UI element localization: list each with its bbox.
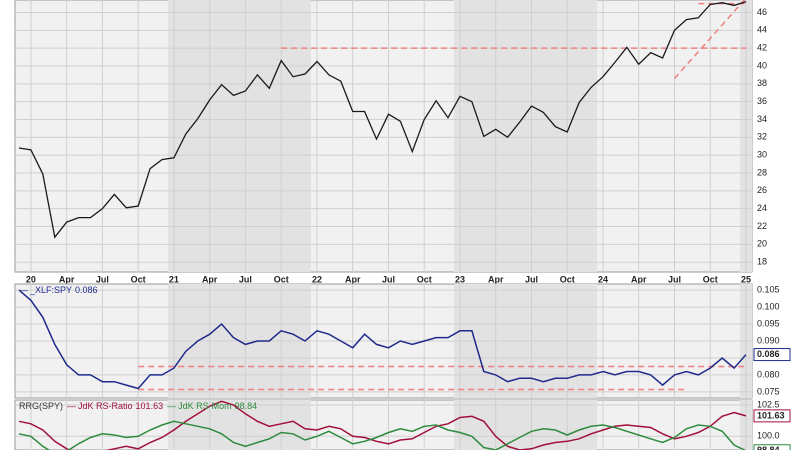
y-tick-label: 24 [757, 203, 767, 213]
x-tick-label: Jul [668, 274, 681, 284]
x-tick-label: Oct [560, 274, 575, 284]
x-tick-label: Apr [631, 274, 647, 284]
y-tick-label: 44 [757, 25, 767, 35]
x-tick-label: Apr [202, 274, 218, 284]
legend-name: JdK RS-Ratio [78, 401, 133, 411]
x-tick-label: Jul [525, 274, 538, 284]
y-tick-label: 18 [757, 257, 767, 267]
legend-swatch: — [167, 401, 176, 411]
y-tick-label: 0.105 [757, 284, 780, 294]
series-line [18, 420, 747, 450]
legend-title: RRG(SPY) [19, 401, 63, 411]
x-tick-label: Jul [239, 274, 252, 284]
legend: — _XLF:SPY 0.086 [19, 285, 98, 295]
y-tick-label: 32 [757, 132, 767, 142]
y-tick-label: 38 [757, 78, 767, 88]
y-tick-label: 42 [757, 43, 767, 53]
x-tick-label: Oct [417, 274, 432, 284]
value-box [753, 409, 791, 423]
x-tick-label: 21 [169, 274, 179, 284]
legend-value: 0.086 [75, 285, 98, 295]
y-tick-label: 28 [757, 167, 767, 177]
y-tick-label: 100.0 [757, 431, 780, 441]
y-tick-label: 40 [757, 60, 767, 70]
x-tick-label: Jul [96, 274, 109, 284]
y-tick-label: 0.100 [757, 301, 780, 311]
series-line [18, 289, 747, 390]
x-tick-label: Oct [274, 274, 289, 284]
legend-value: 101.63 [136, 401, 164, 411]
y-tick-label: 0.090 [757, 335, 780, 345]
legend-swatch: — [67, 401, 76, 411]
x-tick-label: Apr [488, 274, 504, 284]
y-tick-label: 0.080 [757, 369, 780, 379]
y-tick-label: 20 [757, 239, 767, 249]
x-tick-label: Jul [382, 274, 395, 284]
x-tick-label: Oct [131, 274, 146, 284]
value-box-label: 0.086 [757, 349, 780, 359]
series-line [18, 1, 747, 239]
series-line [18, 400, 747, 450]
legend-name: _XLF:SPY [29, 285, 72, 295]
y-tick-label: 0.095 [757, 318, 780, 328]
y-tick-label: 30 [757, 150, 767, 160]
reference-line [673, 0, 746, 79]
x-tick-label: 20 [26, 274, 36, 284]
year-band [167, 0, 311, 272]
y-tick-label: 22 [757, 221, 767, 231]
x-tick-label: Oct [703, 274, 718, 284]
value-box-label: 98.84 [757, 445, 780, 450]
x-tick-label: Apr [345, 274, 361, 284]
x-tick-label: 24 [598, 274, 608, 284]
legend-name: JdK RS-Mom [178, 401, 232, 411]
year-band [454, 400, 598, 450]
x-tick-label: 23 [455, 274, 465, 284]
y-tick-label: 36 [757, 96, 767, 106]
legend-swatch: — [19, 285, 28, 295]
y-tick-label: 0.075 [757, 386, 780, 396]
y-tick-label: 34 [757, 114, 767, 124]
value-box [753, 348, 791, 362]
year-band [454, 0, 598, 272]
y-tick-label: 26 [757, 185, 767, 195]
y-tick-label: 102.5 [757, 399, 780, 409]
x-tick-label: Apr [59, 274, 75, 284]
value-box-label: 101.63 [757, 410, 785, 420]
legend: RRG(SPY) — JdK RS-Ratio 101.63— JdK RS-Mom 98… [19, 401, 257, 411]
y-tick-label: 46 [757, 7, 767, 17]
x-tick-label: 22 [312, 274, 322, 284]
x-tick-label: 25 [741, 274, 751, 284]
legend-value: 98.84 [235, 401, 258, 411]
plot-area [14, 0, 753, 273]
